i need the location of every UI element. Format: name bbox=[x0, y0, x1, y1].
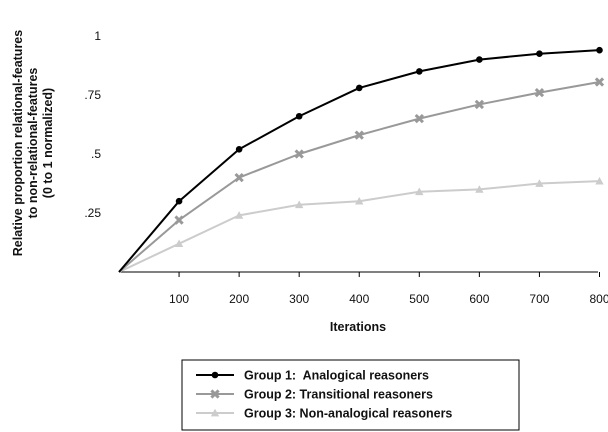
legend-label: Group 1: Analogical reasoners bbox=[244, 369, 429, 383]
x-tick-label: 800 bbox=[589, 292, 608, 306]
series-2-point bbox=[594, 77, 605, 87]
legend-swatch-marker bbox=[210, 389, 220, 399]
series-1 bbox=[118, 46, 603, 273]
x-tick-label: 100 bbox=[169, 292, 189, 306]
series-1-point bbox=[416, 68, 423, 75]
x-tick-label: 600 bbox=[469, 292, 489, 306]
series-2-point bbox=[354, 130, 364, 140]
series-1-point bbox=[355, 84, 363, 92]
legend-item-2: Group 2: Transitional reasoners bbox=[196, 388, 433, 402]
series-3 bbox=[118, 176, 604, 273]
series-2-point-stroke bbox=[534, 87, 545, 98]
x-tick-label: 500 bbox=[409, 292, 429, 306]
series-1-point bbox=[596, 46, 603, 54]
legend-item-3: Group 3: Non-analogical reasoners bbox=[196, 407, 452, 421]
series-2-point-stroke bbox=[234, 172, 244, 183]
series-3-point bbox=[535, 179, 544, 187]
series-2-point bbox=[474, 99, 485, 110]
series-3-point bbox=[174, 239, 184, 248]
series-1-point bbox=[175, 197, 183, 205]
series-3-line bbox=[118, 180, 600, 273]
series-2 bbox=[118, 77, 605, 273]
series-3-point bbox=[294, 200, 304, 209]
series-2-point-stroke bbox=[594, 77, 605, 87]
series-2-point bbox=[534, 87, 545, 98]
series-2-point bbox=[174, 215, 184, 225]
x-tick-label: 300 bbox=[289, 292, 309, 306]
y-tick-label: .5 bbox=[91, 147, 101, 161]
series-3-point bbox=[415, 187, 424, 196]
y-tick-label: .75 bbox=[84, 88, 101, 102]
series-1-point bbox=[476, 56, 483, 63]
series-1-point bbox=[235, 145, 243, 153]
series-1-point bbox=[295, 112, 303, 120]
series-2-point bbox=[294, 149, 304, 159]
y-ticks: .25 .5 .75 1 bbox=[84, 29, 101, 220]
series-3-point bbox=[475, 185, 484, 193]
series-3-point bbox=[355, 197, 364, 205]
y-axis-title-line-1: Relative proportion relational-features bbox=[11, 30, 25, 256]
series-3-point bbox=[234, 211, 244, 219]
y-axis-title-line-3: (0 to 1 normalized) bbox=[41, 88, 55, 198]
series-2-point bbox=[414, 113, 424, 124]
x-tick-label: 200 bbox=[229, 292, 249, 306]
series-2-point-stroke bbox=[474, 99, 485, 110]
x-tick-label: 700 bbox=[529, 292, 549, 306]
legend-label: Group 3: Non-analogical reasoners bbox=[244, 407, 452, 421]
y-tick-label: .25 bbox=[84, 206, 101, 220]
legend-swatch-marker bbox=[210, 408, 220, 417]
series-2-point-stroke bbox=[294, 149, 304, 159]
series-2-point-stroke bbox=[354, 130, 364, 140]
y-axis-title-line-2: to non-relational-features bbox=[26, 68, 40, 219]
series-2-point-stroke bbox=[414, 113, 424, 124]
x-axis-title: Iterations bbox=[330, 320, 386, 334]
x-ticks: 100 200 300 400 500 600 700 800 bbox=[169, 272, 608, 306]
legend: Group 1: Analogical reasoners Group 2: Tr… bbox=[181, 359, 520, 431]
series-2-point-stroke bbox=[174, 215, 184, 225]
legend-swatch-marker bbox=[211, 371, 219, 379]
y-tick-label: 1 bbox=[94, 29, 101, 43]
legend-swatch-marker-stroke bbox=[210, 389, 220, 399]
series-layer bbox=[118, 46, 605, 273]
legend-box bbox=[181, 359, 520, 431]
series-2-point bbox=[234, 172, 244, 183]
legend-label: Group 2: Transitional reasoners bbox=[244, 388, 433, 402]
x-tick-label: 400 bbox=[349, 292, 369, 306]
series-2-line bbox=[118, 81, 600, 273]
series-3-point bbox=[595, 176, 604, 185]
legend-item-1: Group 1: Analogical reasoners bbox=[196, 369, 429, 383]
series-1-point bbox=[536, 50, 543, 57]
